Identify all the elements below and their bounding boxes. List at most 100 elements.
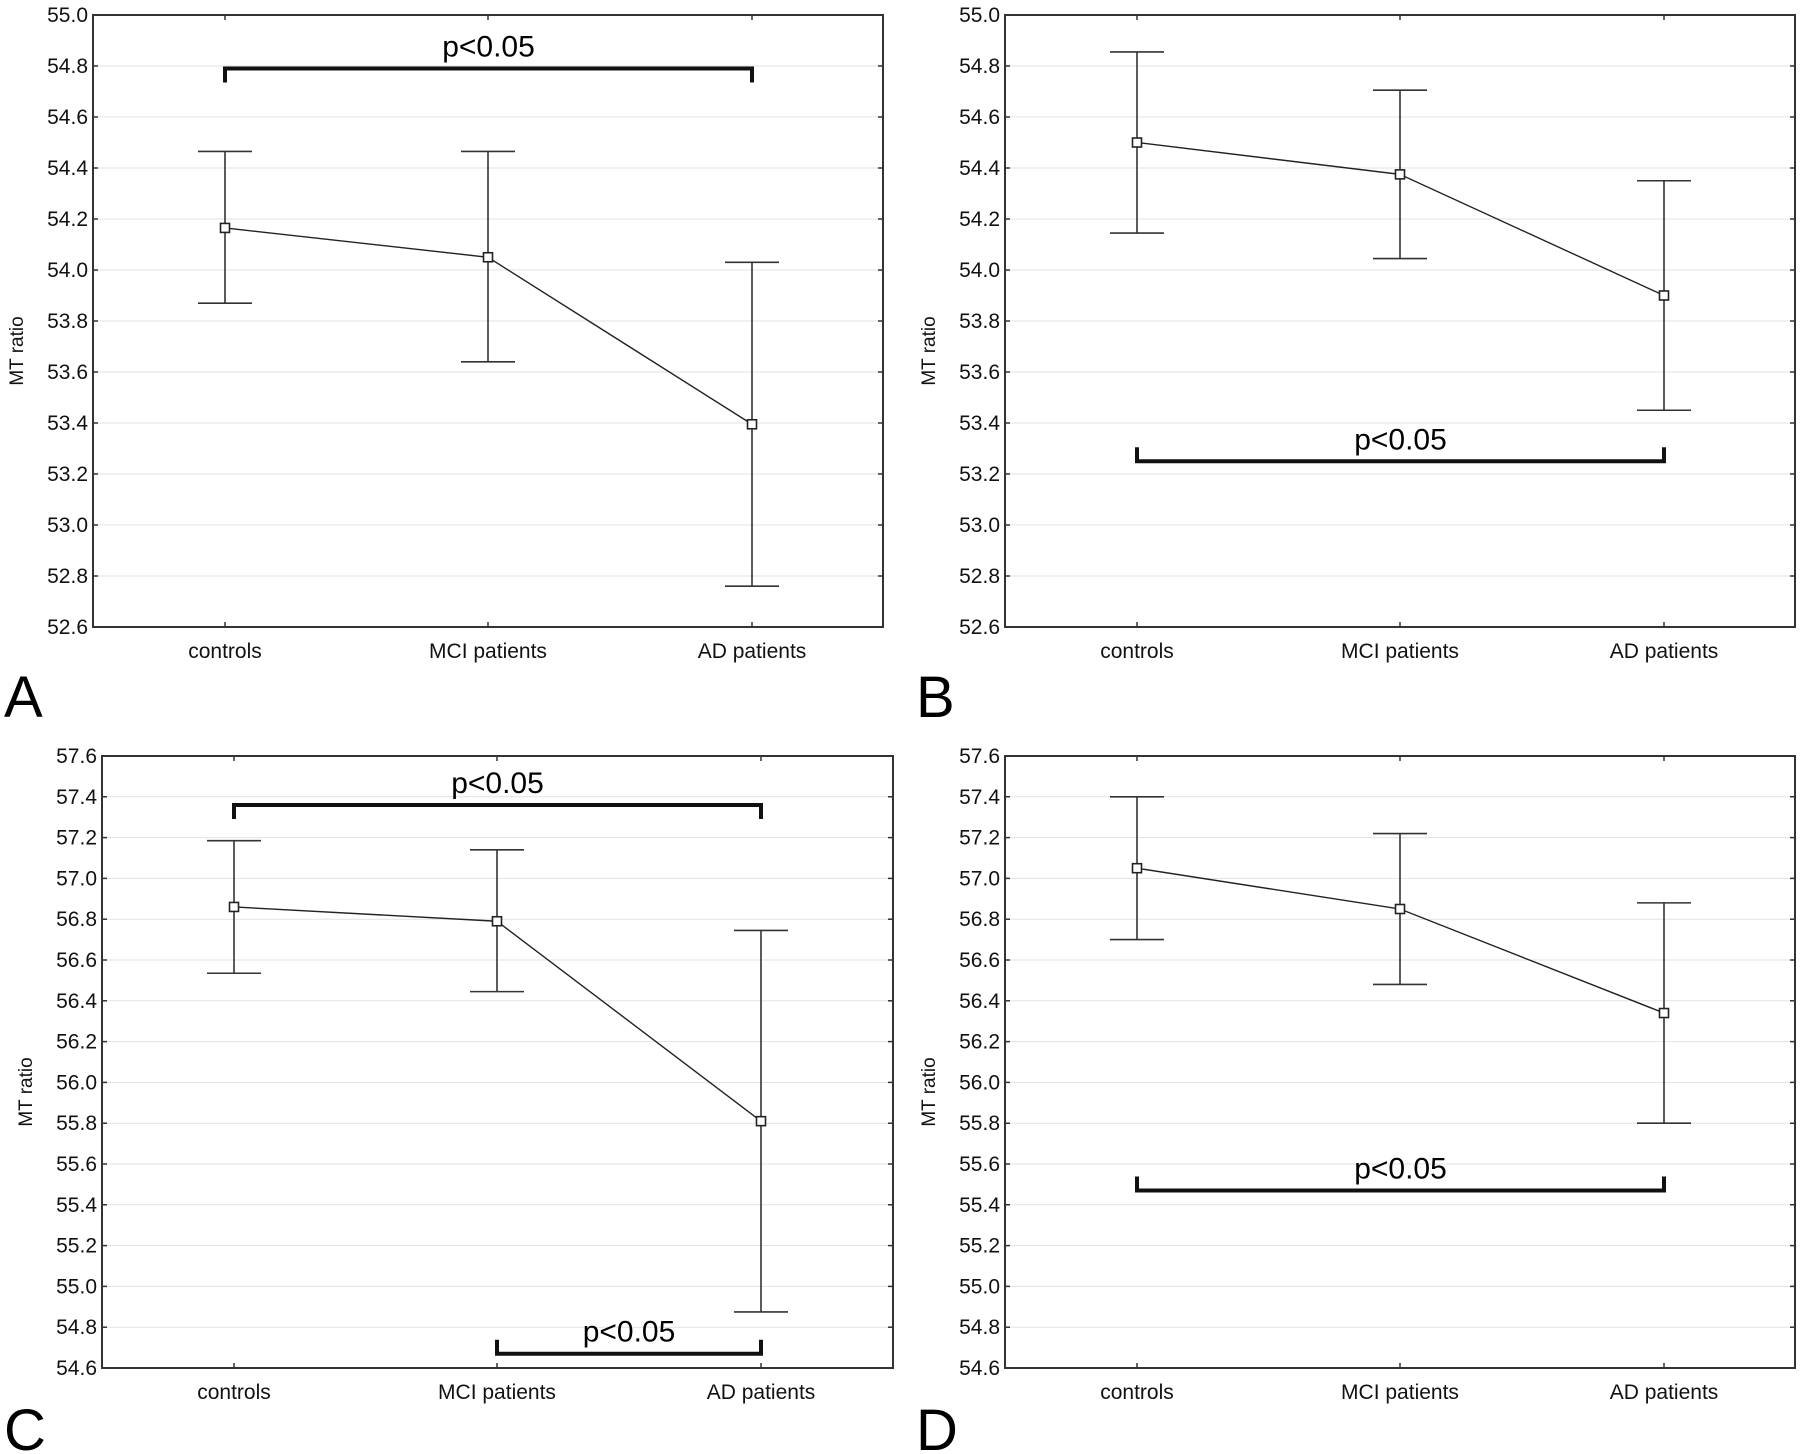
y-tick-label: 54.2 xyxy=(959,208,1000,231)
x-category-label: MCI patients xyxy=(1341,1381,1459,1404)
y-tick-label: 57.4 xyxy=(56,786,97,809)
panel-letter: A xyxy=(4,665,43,730)
y-axis-label: MT ratio xyxy=(919,1057,940,1126)
significance-label: p<0.05 xyxy=(442,31,535,64)
significance-label: p<0.05 xyxy=(1354,1153,1447,1186)
y-tick-label: 53.4 xyxy=(47,412,88,435)
x-category-label: AD patients xyxy=(707,1381,816,1404)
y-tick-label: 53.2 xyxy=(959,463,1000,486)
y-tick-label: 54.6 xyxy=(959,1357,1000,1380)
y-tick-label: 57.4 xyxy=(959,786,1000,809)
y-axis-label: MT ratio xyxy=(16,1057,37,1126)
y-tick-label: 53.4 xyxy=(959,412,1000,435)
y-tick-label: 55.6 xyxy=(56,1153,97,1176)
y-tick-label: 53.0 xyxy=(47,514,88,537)
y-tick-label: 52.6 xyxy=(959,616,1000,639)
panel-d: 54.6 54.8 55.0 55.2 55.4 55.6 55.8 56.0 56.2 56.4… xyxy=(916,745,1796,1454)
y-tick-label: 55.0 xyxy=(47,4,88,27)
x-category-label: AD patients xyxy=(1610,640,1719,663)
x-category-label: controls xyxy=(197,1381,271,1404)
y-tick-label: 57.0 xyxy=(959,867,1000,890)
y-tick-label: 53.8 xyxy=(959,310,1000,333)
y-tick-label: 55.4 xyxy=(56,1194,97,1217)
y-tick-label: 52.8 xyxy=(47,565,88,588)
y-tick-label: 55.4 xyxy=(959,1194,1000,1217)
y-tick-label: 55.0 xyxy=(56,1275,97,1298)
y-tick-label: 54.2 xyxy=(47,208,88,231)
y-tick-label: 57.2 xyxy=(959,827,1000,850)
y-tick-label: 54.6 xyxy=(56,1357,97,1380)
mean-marker xyxy=(228,901,240,913)
y-tick-label: 56.6 xyxy=(56,949,97,972)
mean-marker xyxy=(491,915,503,927)
y-tick-label: 53.6 xyxy=(959,361,1000,384)
panel-letter: D xyxy=(916,1398,958,1454)
y-tick-label: 52.8 xyxy=(959,565,1000,588)
panel-letter: B xyxy=(916,665,955,730)
x-category-label: controls xyxy=(1100,1381,1174,1404)
y-axis-label: MT ratio xyxy=(919,316,940,385)
y-tick-label: 52.6 xyxy=(47,616,88,639)
y-tick-label: 54.4 xyxy=(47,157,88,180)
y-tick-label: 54.0 xyxy=(959,259,1000,282)
y-tick-label: 56.2 xyxy=(959,1031,1000,1054)
significance-bracket xyxy=(495,1339,763,1356)
mean-marker xyxy=(1131,137,1143,148)
y-tick-label: 53.0 xyxy=(959,514,1000,537)
x-category-label: MCI patients xyxy=(429,640,547,663)
y-tick-label: 56.8 xyxy=(959,908,1000,931)
y-tick-label: 54.8 xyxy=(56,1316,97,1339)
mean-marker xyxy=(746,418,758,430)
significance-label: p<0.05 xyxy=(1354,423,1447,456)
y-tick-label: 56.4 xyxy=(959,990,1000,1013)
y-tick-label: 56.8 xyxy=(56,908,97,931)
x-category-label: controls xyxy=(188,640,262,663)
plot-frame xyxy=(101,755,894,1369)
panel-b: 52.6 52.8 53.0 53.2 53.4 53.6 53.8 54.0 54.2 54.4… xyxy=(916,4,1796,730)
y-tick-label: 56.4 xyxy=(56,990,97,1013)
y-tick-label: 55.0 xyxy=(959,1275,1000,1298)
y-tick-label: 54.8 xyxy=(959,55,1000,78)
y-tick-label: 57.0 xyxy=(56,867,97,890)
mean-marker xyxy=(1131,862,1143,874)
y-tick-label: 55.2 xyxy=(56,1235,97,1258)
y-tick-label: 53.6 xyxy=(47,361,88,384)
y-axis-label: MT ratio xyxy=(7,316,28,385)
panel-a: 52.6 52.8 53.0 53.2 53.4 53.6 53.8 54.0 54.2 54.4… xyxy=(4,4,884,730)
y-tick-label: 55.8 xyxy=(959,1112,1000,1135)
x-category-label: MCI patients xyxy=(1341,640,1459,663)
y-tick-label: 55.0 xyxy=(959,4,1000,27)
mean-marker xyxy=(219,222,231,234)
x-category-label: AD patients xyxy=(698,640,807,663)
y-tick-label: 57.6 xyxy=(56,745,97,768)
x-category-label: MCI patients xyxy=(438,1381,556,1404)
significance-bracket xyxy=(1135,1176,1666,1193)
x-category-label: AD patients xyxy=(1610,1381,1719,1404)
y-tick-label: 57.6 xyxy=(959,745,1000,768)
y-tick-label: 53.2 xyxy=(47,463,88,486)
mean-marker xyxy=(1658,290,1670,301)
y-tick-label: 54.8 xyxy=(959,1316,1000,1339)
y-tick-label: 56.0 xyxy=(56,1071,97,1094)
y-tick-label: 55.2 xyxy=(959,1235,1000,1258)
y-tick-label: 57.2 xyxy=(56,827,97,850)
y-tick-label: 54.4 xyxy=(959,157,1000,180)
y-tick-label: 54.0 xyxy=(47,259,88,282)
mean-marker xyxy=(755,1115,767,1127)
y-tick-label: 56.6 xyxy=(959,949,1000,972)
panel-c: 54.6 54.8 55.0 55.2 55.4 55.6 55.8 56.0 56.2 56.4… xyxy=(4,745,894,1454)
significance-bracket xyxy=(223,66,754,83)
y-tick-label: 56.0 xyxy=(959,1071,1000,1094)
significance-label: p<0.05 xyxy=(451,767,544,800)
x-category-label: controls xyxy=(1100,640,1174,663)
y-tick-label: 53.8 xyxy=(47,310,88,333)
y-tick-label: 56.2 xyxy=(56,1031,97,1054)
mean-marker xyxy=(1394,903,1406,915)
y-tick-label: 54.8 xyxy=(47,55,88,78)
y-tick-label: 54.6 xyxy=(959,106,1000,129)
y-tick-label: 55.6 xyxy=(959,1153,1000,1176)
panel-letter: C xyxy=(4,1398,46,1454)
mean-marker xyxy=(1394,169,1406,180)
significance-bracket xyxy=(1135,447,1666,464)
